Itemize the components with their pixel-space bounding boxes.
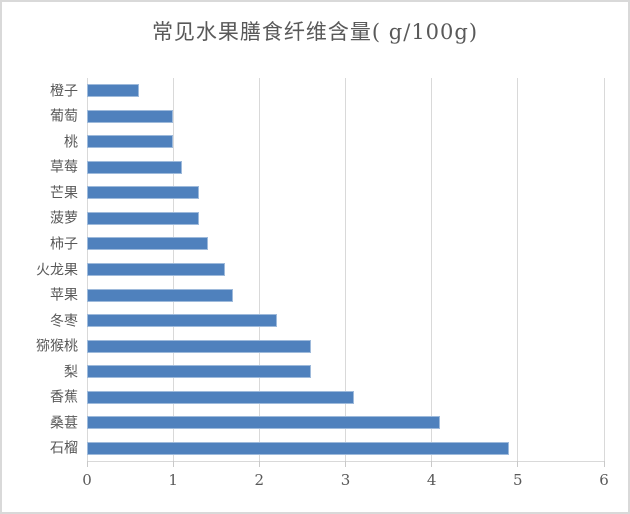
x-axis-tick-mark	[603, 461, 605, 467]
plot-area	[86, 78, 605, 467]
bar-11	[87, 339, 312, 353]
x-axis-tick-mark	[345, 461, 346, 467]
bar-15	[87, 441, 510, 455]
x-axis-tick-label: 1	[168, 471, 178, 489]
category-label: 柿子	[50, 236, 78, 253]
bar-2	[87, 109, 174, 123]
bar-10	[87, 314, 277, 328]
category-label: 冬枣	[50, 313, 78, 330]
bar-6	[87, 211, 200, 225]
gridline	[603, 78, 605, 461]
bar-12	[87, 365, 312, 379]
category-label: 桑葚	[50, 415, 78, 432]
bar-3	[87, 135, 174, 149]
x-axis-tick-label: 6	[599, 471, 609, 489]
gridline	[431, 78, 433, 461]
x-axis-tick-mark	[172, 461, 174, 467]
gridline	[345, 78, 346, 461]
x-axis-tick-label: 2	[254, 471, 265, 489]
x-axis-tick-label: 5	[513, 471, 523, 489]
category-label: 火龙果	[36, 262, 78, 279]
category-label: 梨	[64, 364, 78, 381]
x-axis-tick-label: 0	[82, 471, 92, 489]
x-axis-tick-mark	[86, 461, 88, 467]
bar-14	[87, 416, 441, 430]
bar-8	[87, 263, 225, 276]
category-label: 石榴	[50, 440, 78, 457]
x-axis-tick-mark	[431, 461, 433, 467]
bar-13	[87, 390, 355, 404]
bar-5	[87, 186, 200, 200]
bar-1	[87, 84, 139, 98]
x-axis-tick-label: 3	[340, 471, 351, 489]
x-axis-tick-mark	[258, 461, 260, 467]
category-label: 香蕉	[50, 389, 78, 406]
category-label: 猕猴桃	[36, 338, 78, 355]
category-label: 苹果	[50, 287, 78, 304]
bar-7	[87, 237, 208, 251]
category-label: 葡萄	[50, 108, 78, 125]
x-axis-tick-label: 4	[426, 471, 437, 489]
category-axis: 橙子葡萄桃草莓芒果菠萝柿子火龙果苹果冬枣猕猴桃梨香蕉桑葚石榴	[2, 78, 78, 461]
category-label: 草莓	[50, 159, 78, 176]
gridline	[258, 78, 260, 461]
value-axis: 0 1 2 3 4 5 6	[82, 471, 609, 493]
gridline	[517, 78, 519, 461]
chart-title: 常见水果膳食纤维含量( g/100g)	[151, 20, 479, 44]
category-label: 芒果	[50, 185, 78, 202]
category-label: 桃	[64, 134, 78, 151]
bar-4	[87, 160, 182, 174]
category-label: 菠萝	[50, 211, 78, 228]
category-label: 橙子	[50, 83, 78, 100]
bar-9	[87, 288, 234, 302]
x-axis-tick-mark	[517, 461, 519, 467]
